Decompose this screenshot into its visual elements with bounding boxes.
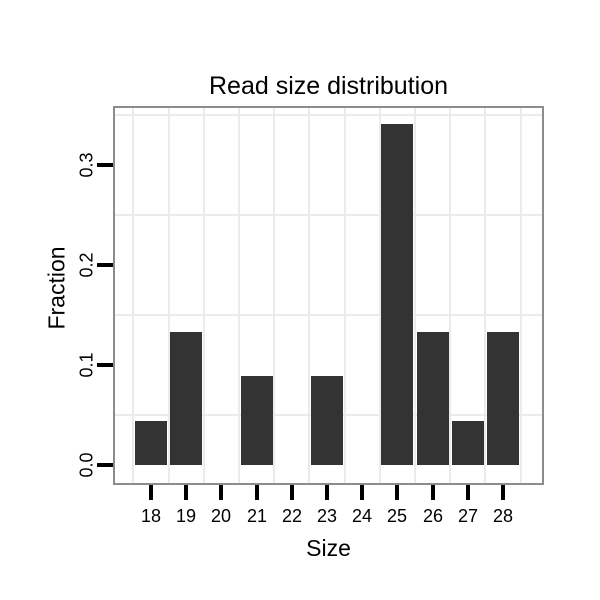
bar-23 <box>311 376 343 465</box>
x-minor-gridline <box>238 108 240 483</box>
x-minor-gridline <box>414 108 416 483</box>
x-tick-label-28: 28 <box>492 506 514 526</box>
x-minor-gridline <box>520 108 522 483</box>
x-minor-gridline <box>308 108 310 483</box>
y-tick-label-0.1: 0.1 <box>76 352 97 378</box>
x-minor-gridline <box>203 108 205 483</box>
bar-27 <box>452 421 484 465</box>
x-axis-title: Size <box>306 535 351 561</box>
x-axis-tick-24 <box>360 485 364 500</box>
x-axis-tick-20 <box>219 485 223 500</box>
x-axis-tick-27 <box>466 485 470 500</box>
bar-25 <box>381 124 413 465</box>
x-minor-gridline <box>132 108 134 483</box>
bar-21 <box>241 376 273 465</box>
bar-18 <box>135 421 167 465</box>
x-axis-tick-21 <box>255 485 259 500</box>
x-minor-gridline <box>273 108 275 483</box>
y-axis-tick-0.2 <box>97 263 113 267</box>
y-axis-tick-0.1 <box>97 363 113 367</box>
x-axis-tick-18 <box>149 485 153 500</box>
x-tick-label-18: 18 <box>140 506 162 526</box>
x-tick-label-19: 19 <box>175 506 197 526</box>
x-tick-label-27: 27 <box>457 506 479 526</box>
x-axis-tick-26 <box>431 485 435 500</box>
x-minor-gridline <box>168 108 170 483</box>
y-axis-tick-0.3 <box>97 163 113 167</box>
x-minor-gridline <box>484 108 486 483</box>
bar-26 <box>417 332 449 465</box>
bar-19 <box>170 332 202 465</box>
x-tick-label-26: 26 <box>422 506 444 526</box>
plot-panel <box>113 106 544 485</box>
x-tick-label-23: 23 <box>316 506 338 526</box>
x-minor-gridline <box>449 108 451 483</box>
x-axis-tick-19 <box>184 485 188 500</box>
x-axis-tick-22 <box>290 485 294 500</box>
x-tick-label-24: 24 <box>351 506 373 526</box>
x-tick-label-21: 21 <box>246 506 268 526</box>
x-axis-tick-25 <box>395 485 399 500</box>
y-minor-gridline <box>115 114 542 116</box>
y-minor-gridline <box>115 314 542 316</box>
y-tick-label-0.3: 0.3 <box>76 152 97 178</box>
x-axis-tick-28 <box>501 485 505 500</box>
x-axis-tick-23 <box>325 485 329 500</box>
y-axis-tick-0.0 <box>97 463 113 467</box>
y-tick-label-0.2: 0.2 <box>76 252 97 278</box>
x-minor-gridline <box>379 108 381 483</box>
x-tick-label-20: 20 <box>210 506 232 526</box>
x-tick-label-25: 25 <box>386 506 408 526</box>
y-axis-title: Fraction <box>43 246 70 330</box>
chart-title: Read size distribution <box>208 72 448 100</box>
x-tick-label-22: 22 <box>281 506 303 526</box>
y-tick-label-0.0: 0.0 <box>76 452 97 478</box>
bar-28 <box>487 332 519 465</box>
x-minor-gridline <box>344 108 346 483</box>
y-minor-gridline <box>115 214 542 216</box>
